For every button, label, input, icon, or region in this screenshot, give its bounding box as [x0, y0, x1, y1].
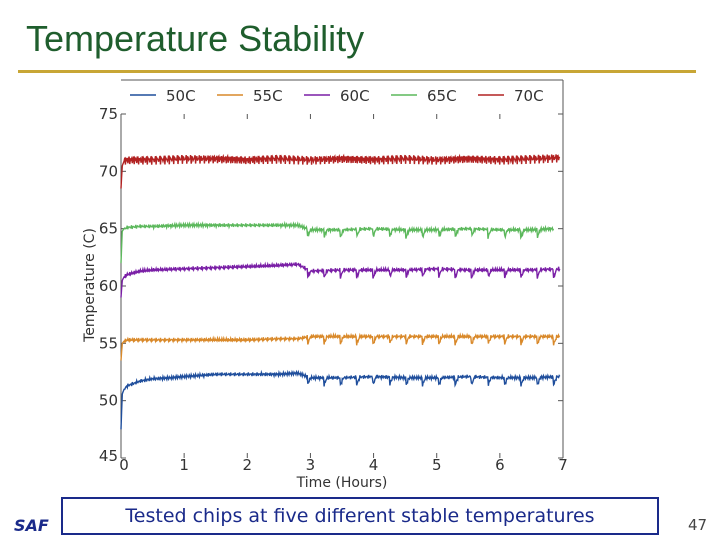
x-tick-label-1: 1	[179, 456, 189, 474]
y-axis-label-group: Temperature (C)	[82, 228, 98, 343]
x-tick-label-5: 5	[432, 456, 442, 474]
x-tick-label-2: 2	[243, 456, 253, 474]
page-number: 47	[688, 516, 708, 534]
series-line-70C	[120, 153, 561, 189]
y-tick-label-75: 75	[99, 105, 118, 123]
series-line-50C	[120, 369, 561, 430]
x-tick-label-6: 6	[495, 456, 505, 474]
temperature-chart: 50C 55C 60C 65C 70C Temperature (C) Time (Ho…	[82, 79, 568, 491]
logo-fragment: SAF	[14, 516, 49, 535]
series-line-60C	[120, 261, 561, 298]
x-tick-label-7: 7	[558, 456, 568, 474]
y-tick-label-45: 45	[99, 447, 118, 465]
plot-area	[120, 153, 561, 430]
x-tick-label-4: 4	[369, 456, 379, 474]
y-tick-label-60: 60	[99, 277, 118, 295]
legend-label-50C: 50C	[166, 87, 196, 105]
y-axis-label: Temperature (C)	[82, 228, 98, 343]
slide-title: Temperature Stability	[26, 18, 365, 59]
chart-legend: 50C 55C 60C 65C 70C	[130, 87, 544, 105]
legend-label-65C: 65C	[427, 87, 457, 105]
legend-label-55C: 55C	[253, 87, 283, 105]
x-tick-label-0: 0	[119, 456, 129, 474]
series-line-55C	[120, 332, 561, 361]
y-tick-label-70: 70	[99, 162, 118, 180]
title-rule	[18, 70, 696, 73]
caption-box: Tested chips at five different stable te…	[61, 497, 659, 535]
legend-label-70C: 70C	[514, 87, 544, 105]
y-tick-label-65: 65	[99, 220, 118, 238]
y-tick-label-55: 55	[99, 334, 118, 352]
y-tick-label-50: 50	[99, 392, 118, 410]
x-tick-label-3: 3	[306, 456, 316, 474]
series-line-65C	[120, 220, 555, 264]
x-axis-label: Time (Hours)	[296, 475, 388, 491]
legend-label-60C: 60C	[340, 87, 370, 105]
